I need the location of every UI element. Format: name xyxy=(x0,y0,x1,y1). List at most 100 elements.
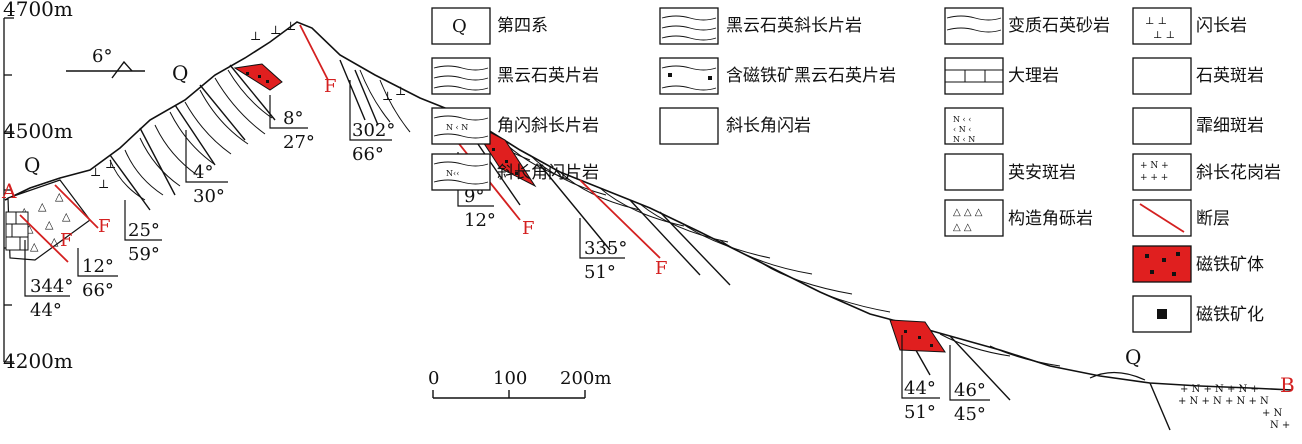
svg-text:△: △ xyxy=(62,210,71,223)
svg-text:⊥: ⊥ xyxy=(395,84,406,98)
svg-text:△: △ xyxy=(55,190,64,203)
elevation-label-4200: 4200m xyxy=(3,349,73,373)
svg-text:⊥ ⊥: ⊥ ⊥ xyxy=(1153,30,1175,41)
svg-text:断层: 断层 xyxy=(1196,209,1230,229)
svg-text:59°: 59° xyxy=(128,244,160,265)
svg-text:25°: 25° xyxy=(128,220,160,241)
svg-text:+ N: + N xyxy=(1262,408,1283,419)
svg-text:斜长花岗岩: 斜长花岗岩 xyxy=(1196,163,1281,183)
elevation-label-4700: 4700m xyxy=(3,0,73,21)
strike-arrow-label: 6° xyxy=(92,46,112,67)
legend-item-amphibolite-box: N ‹ ‹ ‹ N ‹ N ‹ N xyxy=(944,107,1004,145)
svg-text:△: △ xyxy=(50,235,59,248)
attitude-302: 302° 66° xyxy=(352,120,395,165)
svg-text:8°: 8° xyxy=(283,108,303,129)
fault-label: F xyxy=(324,76,337,97)
svg-text:△ △ △: △ △ △ xyxy=(953,207,983,218)
attitude-344: 344° 44° xyxy=(30,276,73,321)
legend-item-magnetite-orebody: 磁铁矿体 xyxy=(1132,245,1264,283)
attitude-4: 4° 30° xyxy=(193,162,225,207)
quaternary-label: Q xyxy=(172,61,188,85)
svg-text:N ‹ ‹: N ‹ ‹ xyxy=(953,115,971,124)
svg-text:△: △ xyxy=(38,200,47,213)
svg-text:石英斑岩: 石英斑岩 xyxy=(1196,66,1264,86)
fault-label: F xyxy=(655,258,668,279)
svg-text:51°: 51° xyxy=(904,402,936,423)
svg-text:△: △ xyxy=(45,218,54,231)
svg-text:+ N + N + N +: + N + N + N + xyxy=(1180,384,1259,395)
legend-item-fault: 断层 xyxy=(1132,199,1230,237)
svg-text:51°: 51° xyxy=(584,262,616,283)
strike-arrow xyxy=(66,60,145,79)
svg-text:27°: 27° xyxy=(283,132,315,153)
legend-item-biotite-qtz-plag-schist: 黑云石英斜长片岩 xyxy=(659,7,862,45)
svg-text:大理岩: 大理岩 xyxy=(1008,66,1059,86)
svg-text:斜长角闪片岩: 斜长角闪片岩 xyxy=(497,163,599,183)
svg-text:12°: 12° xyxy=(464,210,496,231)
legend-item-plagiogranite: + N + + + + 斜长花岗岩 xyxy=(1132,153,1281,191)
svg-text:含磁铁矿黑云石英片岩: 含磁铁矿黑云石英片岩 xyxy=(726,66,896,86)
orebody-3 xyxy=(889,319,946,353)
fault-label: F xyxy=(98,216,111,237)
svg-text:⊥: ⊥ xyxy=(270,23,281,37)
scale-bar xyxy=(432,390,586,399)
svg-text:‹ N ‹: ‹ N ‹ xyxy=(953,125,971,134)
legend-item-felsite-porphyry: 霏细斑岩 xyxy=(1132,107,1264,145)
quaternary-label: Q xyxy=(1125,345,1141,369)
scale-tick-0: 0 xyxy=(428,368,439,389)
legend-item-magnetite-mineralization: 磁铁矿化 xyxy=(1132,295,1264,333)
legend-item-plag-amph-schist: N‹‹ 斜长角闪片岩 xyxy=(431,153,599,191)
scale-tick-100: 100 xyxy=(493,368,527,389)
legend-item-amphibolite: 斜长角闪岩 xyxy=(659,107,811,145)
svg-text:66°: 66° xyxy=(352,144,384,165)
attitude-25: 25° 59° xyxy=(128,220,160,265)
svg-text:磁铁矿化: 磁铁矿化 xyxy=(1196,305,1264,325)
marble-block xyxy=(5,211,29,251)
legend: Q 第四系 黑云石英片岩 N ‹ N 角闪斜长片岩 N‹‹ 斜长角闪片岩 黑云石… xyxy=(431,7,1281,333)
svg-text:磁铁矿体: 磁铁矿体 xyxy=(1196,255,1264,275)
svg-text:N‹‹: N‹‹ xyxy=(446,169,459,178)
svg-text:N ‹ N: N ‹ N xyxy=(953,135,975,144)
svg-text:12°: 12° xyxy=(82,256,114,277)
legend-item-quaternary: Q 第四系 xyxy=(431,7,548,45)
svg-text:344°: 344° xyxy=(30,276,73,297)
svg-text:第四系: 第四系 xyxy=(497,16,548,36)
legend-item-meta-qtz-sandstone: 变质石英砂岩 xyxy=(944,7,1110,45)
svg-text:⊥ ⊥: ⊥ ⊥ xyxy=(1145,16,1167,27)
svg-text:斜长角闪岩: 斜长角闪岩 xyxy=(726,116,811,136)
svg-text:△: △ xyxy=(25,222,34,235)
svg-text:66°: 66° xyxy=(82,280,114,301)
svg-text:46°: 46° xyxy=(954,380,986,401)
svg-text:△ △: △ △ xyxy=(953,222,972,233)
quaternary-label: Q xyxy=(24,153,40,177)
section-end-a: A xyxy=(1,179,17,203)
svg-text:⊥: ⊥ xyxy=(285,19,296,33)
svg-text:9°: 9° xyxy=(464,186,484,207)
elevation-label-4500: 4500m xyxy=(3,119,73,143)
svg-text:N ‹ N: N ‹ N xyxy=(446,123,468,132)
svg-text:+ + +: + + + xyxy=(1140,173,1168,183)
svg-text:闪长岩: 闪长岩 xyxy=(1196,16,1247,36)
plagiogranite-body: + N + N + N + + N + N + N + N + N N + xyxy=(1178,384,1290,431)
scale-tick-200: 200m xyxy=(560,368,611,389)
attitude-46: 46° 45° xyxy=(954,380,986,425)
legend-item-diorite: ⊥ ⊥ ⊥ ⊥ 闪长岩 xyxy=(1132,7,1247,45)
magnetite-orebodies xyxy=(233,63,946,353)
svg-text:335°: 335° xyxy=(584,238,627,259)
diorite-body: ⊥⊥⊥ ⊥ ⊥ ⊥ ⊥ ⊥ xyxy=(90,19,406,191)
section-end-b: B xyxy=(1280,373,1295,397)
svg-text:44°: 44° xyxy=(904,378,936,399)
quaternary-cover-b xyxy=(1089,371,1146,381)
svg-text:黑云石英斜长片岩: 黑云石英斜长片岩 xyxy=(726,16,862,36)
schist-foliation xyxy=(109,69,1061,367)
svg-text:△: △ xyxy=(30,240,39,253)
attitude-9: 9° 12° xyxy=(464,186,496,231)
legend-item-hbl-plag-schist: N ‹ N 角闪斜长片岩 xyxy=(431,107,599,145)
quaternary-symbol: Q xyxy=(452,16,467,37)
svg-text:英安斑岩: 英安斑岩 xyxy=(1008,163,1076,183)
svg-text:⊥: ⊥ xyxy=(105,157,116,171)
svg-text:黑云石英片岩: 黑云石英片岩 xyxy=(497,66,599,86)
legend-item-biotite-qtz-schist: 黑云石英片岩 xyxy=(431,57,599,95)
